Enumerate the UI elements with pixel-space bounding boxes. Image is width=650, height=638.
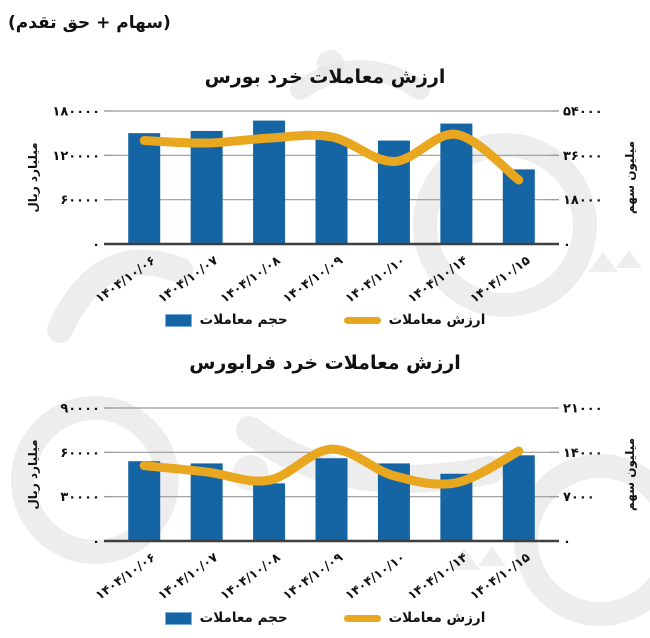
x-axis-date-label: ۱۴۰۴/۱۰/۱۰ <box>342 549 408 602</box>
right-axis-tick-label: ۷۰۰۰ <box>563 490 595 505</box>
bar <box>440 123 473 244</box>
left-axis-title: میلیارد ریال <box>26 142 40 212</box>
header-note: (سهام + حق تقدم) <box>8 13 171 33</box>
value-line-swatch-icon <box>343 614 381 622</box>
x-axis-date-label: ۱۴۰۴/۱۰/۱۴ <box>405 252 471 306</box>
bourse-chart-legend: حجم معاملات ارزش معاملات <box>0 312 650 328</box>
bourse-chart-canvas: ۰ ۰ ۶۰۰۰۰ ۱۸۰۰۰ ۱۲۰۰۰۰ ۳۶۰۰۰ ۱۸۰۰۰۰ ۵۴۰۰۰ میلیار… <box>0 93 650 311</box>
legend-volume-item: حجم معاملات <box>164 610 288 626</box>
legend-value-label: ارزش معاملات <box>388 610 486 626</box>
right-axis-tick-label: ۱۸۰۰۰ <box>563 193 603 208</box>
x-axis-date-label: ۱۴۰۴/۱۰/۰۹ <box>280 549 346 603</box>
left-axis-tick-label: ۹۰۰۰۰ <box>60 402 100 417</box>
left-axis-tick-label: ۱۸۰۰۰۰ <box>52 105 100 120</box>
x-axis-date-label: ۱۴۰۴/۱۰/۱۵ <box>467 549 533 603</box>
bourse-chart-title: ارزش معاملات خرد بورس <box>204 66 446 88</box>
volume-bar-swatch-icon <box>164 313 192 327</box>
x-axis-date-label: ۱۴۰۴/۱۰/۱۴ <box>405 549 471 603</box>
right-axis-tick-label: ۰ <box>563 238 571 253</box>
x-axis-date-label: ۱۴۰۴/۱۰/۰۸ <box>217 252 283 306</box>
left-axis-tick-label: ۶۰۰۰۰ <box>60 446 100 461</box>
left-axis-tick-label: ۰ <box>92 535 100 550</box>
right-axis-tick-label: ۰ <box>563 535 571 550</box>
bar <box>190 130 223 244</box>
x-axis-date-label: ۱۴۰۴/۱۰/۰۸ <box>217 549 283 603</box>
farabourse-chart-legend: حجم معاملات ارزش معاملات <box>0 610 650 626</box>
x-axis-date-label: ۱۴۰۴/۱۰/۱۵ <box>467 252 533 306</box>
left-axis-tick-label: ۰ <box>92 238 100 253</box>
chart-plot: ۰ ۰ ۶۰۰۰۰ ۱۸۰۰۰ ۱۲۰۰۰۰ ۳۶۰۰۰ ۱۸۰۰۰۰ ۵۴۰۰۰ میلیار… <box>26 105 638 306</box>
bar <box>502 455 535 541</box>
left-axis-tick-label: ۶۰۰۰۰ <box>60 193 100 208</box>
legend-volume-item: حجم معاملات <box>164 312 288 328</box>
left-axis-tick-label: ۱۲۰۰۰۰ <box>52 149 100 164</box>
left-axis-tick-label: ۳۰۰۰۰ <box>60 490 100 505</box>
x-axis-date-label: ۱۴۰۴/۱۰/۰۶ <box>92 549 158 602</box>
bar <box>315 458 348 541</box>
volume-bar-swatch-icon <box>164 611 192 625</box>
right-axis-tick-label: ۲۱۰۰۰ <box>563 402 603 417</box>
legend-spacer <box>297 618 335 619</box>
value-line <box>139 129 524 185</box>
left-axis-title: میلیارد ریال <box>26 439 40 509</box>
legend-value-item: ارزش معاملات <box>343 610 486 626</box>
bar <box>128 461 161 541</box>
x-axis-date-label: ۱۴۰۴/۱۰/۰۷ <box>155 549 221 603</box>
legend-spacer <box>297 320 335 321</box>
bar <box>253 483 286 541</box>
right-axis-title: میلیون سهم <box>623 141 638 214</box>
legend-value-item: ارزش معاملات <box>343 312 486 328</box>
x-axis-date-label: ۱۴۰۴/۱۰/۱۰ <box>342 252 408 305</box>
value-line-swatch-icon <box>343 316 381 324</box>
legend-value-label: ارزش معاملات <box>388 312 486 328</box>
farabourse-chart-title: ارزش معاملات خرد فرابورس <box>189 352 461 374</box>
right-axis-tick-label: ۵۴۰۰۰ <box>563 105 603 120</box>
right-axis-tick-label: ۱۴۰۰۰ <box>563 446 603 461</box>
x-axis-date-label: ۱۴۰۴/۱۰/۰۹ <box>280 252 346 306</box>
farabourse-chart-canvas: ۰ ۰ ۳۰۰۰۰ ۷۰۰۰ ۶۰۰۰۰ ۱۴۰۰۰ ۹۰۰۰۰ ۲۱۰۰۰ میلیارد ر… <box>0 390 650 608</box>
right-axis-title: میلیون سهم <box>623 438 638 511</box>
bar <box>315 139 348 244</box>
legend-volume-label: حجم معاملات <box>199 312 288 328</box>
x-axis-date-label: ۱۴۰۴/۱۰/۰۷ <box>155 252 221 306</box>
right-axis-tick-label: ۳۶۰۰۰ <box>563 149 603 164</box>
chart-plot: ۰ ۰ ۳۰۰۰۰ ۷۰۰۰ ۶۰۰۰۰ ۱۴۰۰۰ ۹۰۰۰۰ ۲۱۰۰۰ میلیارد ر… <box>26 402 638 603</box>
bar <box>128 133 161 244</box>
x-axis-date-label: ۱۴۰۴/۱۰/۰۶ <box>92 252 158 305</box>
legend-volume-label: حجم معاملات <box>199 610 288 626</box>
value-line <box>139 444 524 489</box>
